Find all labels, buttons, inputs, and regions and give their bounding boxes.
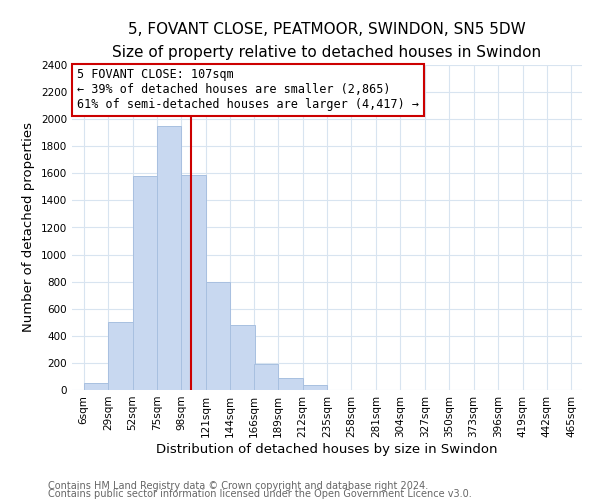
Y-axis label: Number of detached properties: Number of detached properties [22, 122, 35, 332]
Title: 5, FOVANT CLOSE, PEATMOOR, SWINDON, SN5 5DW
Size of property relative to detache: 5, FOVANT CLOSE, PEATMOOR, SWINDON, SN5 … [112, 22, 542, 60]
Bar [157, 126, 181, 390]
Bar [206, 282, 230, 390]
Bar [254, 364, 278, 390]
Bar [302, 386, 327, 390]
Text: Contains public sector information licensed under the Open Government Licence v3: Contains public sector information licen… [48, 489, 472, 499]
Bar [83, 382, 108, 390]
Text: Contains HM Land Registry data © Crown copyright and database right 2024.: Contains HM Land Registry data © Crown c… [48, 481, 428, 491]
Bar [108, 322, 133, 390]
X-axis label: Distribution of detached houses by size in Swindon: Distribution of detached houses by size … [156, 442, 498, 456]
Text: 5 FOVANT CLOSE: 107sqm
← 39% of detached houses are smaller (2,865)
61% of semi-: 5 FOVANT CLOSE: 107sqm ← 39% of detached… [77, 68, 419, 112]
Bar [133, 176, 157, 390]
Bar [181, 174, 206, 390]
Bar [278, 378, 302, 390]
Bar [230, 325, 255, 390]
